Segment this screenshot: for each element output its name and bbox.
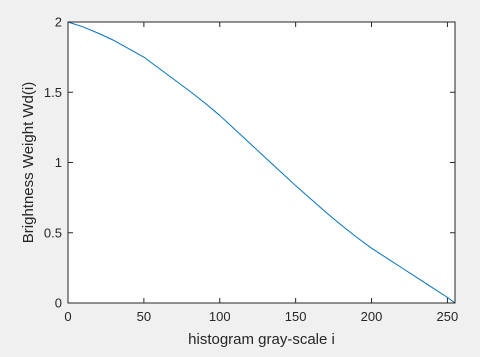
x-tick-label: 100: [209, 309, 231, 324]
x-tick-label: 0: [64, 309, 71, 324]
plot-area: [68, 22, 455, 303]
x-tick-label: 150: [285, 309, 307, 324]
x-tick-label: 50: [137, 309, 151, 324]
axes-box: [67, 21, 456, 304]
x-tick-label: 250: [437, 309, 459, 324]
y-tick-label: 0.5: [44, 225, 62, 240]
y-tick-label: 1.5: [44, 85, 62, 100]
series-line: [67, 21, 456, 304]
y-tick-label: 0: [55, 296, 62, 311]
series-line-group: [67, 21, 456, 304]
y-axis-label: Brightness Weight Wd(i): [20, 82, 37, 243]
x-tick-label: 200: [361, 309, 383, 324]
x-axis-label: histogram gray-scale i: [188, 331, 335, 348]
axis-ticks: 0 50 100 150 200 250 0 0.5 1 1.5 2: [44, 15, 458, 325]
y-tick-label: 2: [55, 15, 62, 30]
y-tick-label: 1: [55, 155, 62, 170]
